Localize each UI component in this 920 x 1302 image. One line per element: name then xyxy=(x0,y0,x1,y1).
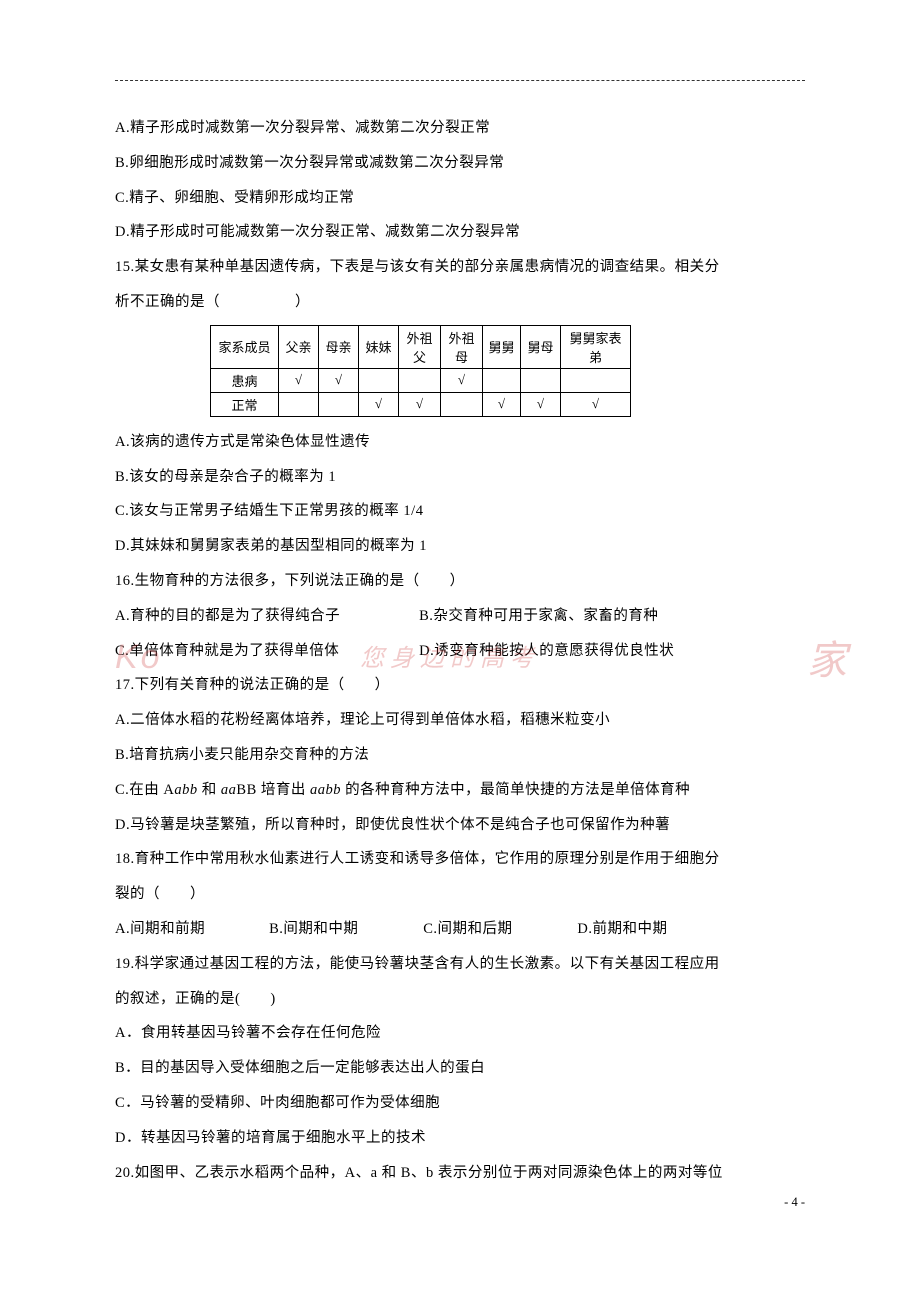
cell xyxy=(359,368,399,392)
row-label-normal: 正常 xyxy=(211,392,279,416)
q17c-i3: aabb xyxy=(310,782,341,798)
q17-option-a: A.二倍体水稻的花粉经离体培养，理论上可得到单倍体水稻，稻穗米粒变小 xyxy=(115,703,805,738)
q17c-p4: 的各种育种方法中，最简单快捷的方法是单倍体育种 xyxy=(341,782,690,798)
q17c-p1: C.在由 A xyxy=(115,782,174,798)
th-biaodi: 舅舅家表弟 xyxy=(561,325,631,368)
q18-option-b: B.间期和中期 xyxy=(269,912,419,947)
cell xyxy=(441,392,483,416)
q17c-i1: abb xyxy=(174,782,197,798)
q14-option-b: B.卵细胞形成时减数第一次分裂异常或减数第二次分裂异常 xyxy=(115,146,805,181)
q16-row2: C.单倍体育种就是为了获得单倍体 D.诱变育种能按人的意愿获得优良性状 xyxy=(115,634,805,669)
cell: √ xyxy=(319,368,359,392)
q18-options-row: A.间期和前期 B.间期和中期 C.间期和后期 D.前期和中期 xyxy=(115,912,805,947)
cell: √ xyxy=(483,392,521,416)
cell: √ xyxy=(279,368,319,392)
q17c-p2: 和 xyxy=(198,782,221,798)
th-waizufu: 外祖父 xyxy=(399,325,441,368)
cell: √ xyxy=(561,392,631,416)
cell: √ xyxy=(359,392,399,416)
q17-option-d: D.马铃薯是块茎繁殖，所以育种时，即使优良性状个体不是纯合子也可保留作为种薯 xyxy=(115,808,805,843)
q15-option-c: C.该女与正常男子结婚生下正常男孩的概率 1/4 xyxy=(115,494,805,529)
cell xyxy=(483,368,521,392)
th-father: 父亲 xyxy=(279,325,319,368)
watermark-right: 家 xyxy=(807,628,850,686)
q15-option-d: D.其妹妹和舅舅家表弟的基因型相同的概率为 1 xyxy=(115,529,805,564)
cell xyxy=(561,368,631,392)
cell xyxy=(521,368,561,392)
cell xyxy=(279,392,319,416)
q15-option-b: B.该女的母亲是杂合子的概率为 1 xyxy=(115,460,805,495)
pedigree-table-container: 家系成员 父亲 母亲 妹妹 外祖父 外祖母 舅舅 舅母 舅舅家表弟 患病 √ √… xyxy=(210,325,805,417)
document-page: Ko 您身边的高考 家 A.精子形成时减数第一次分裂异常、减数第二次分裂正常 B… xyxy=(0,0,920,1250)
q19-stem-line1: 19.科学家通过基因工程的方法，能使马铃薯块茎含有人的生长激素。以下有关基因工程… xyxy=(115,947,805,982)
q17c-p3: BB 培育出 xyxy=(236,782,310,798)
table-row-sick: 患病 √ √ √ xyxy=(211,368,631,392)
cell: √ xyxy=(441,368,483,392)
q16-option-a: A.育种的目的都是为了获得纯合子 xyxy=(115,599,415,634)
q16-row1: A.育种的目的都是为了获得纯合子 B.杂交育种可用于家禽、家畜的育种 xyxy=(115,599,805,634)
q19-option-d: D．转基因马铃薯的培育属于细胞水平上的技术 xyxy=(115,1121,805,1156)
q17c-i2: aa xyxy=(221,782,237,798)
q19-option-c: C．马铃薯的受精卵、叶肉细胞都可作为受体细胞 xyxy=(115,1086,805,1121)
q15-option-a: A.该病的遗传方式是常染色体显性遗传 xyxy=(115,425,805,460)
cell: √ xyxy=(521,392,561,416)
q17-option-b: B.培育抗病小麦只能用杂交育种的方法 xyxy=(115,738,805,773)
th-member: 家系成员 xyxy=(211,325,279,368)
cell: √ xyxy=(399,392,441,416)
q20-stem: 20.如图甲、乙表示水稻两个品种，A、a 和 B、b 表示分别位于两对同源染色体… xyxy=(115,1156,805,1191)
q18-option-a: A.间期和前期 xyxy=(115,912,265,947)
cell xyxy=(319,392,359,416)
th-waizumu: 外祖母 xyxy=(441,325,483,368)
q18-option-c: C.间期和后期 xyxy=(423,912,573,947)
row-label-sick: 患病 xyxy=(211,368,279,392)
q18-stem-line2: 裂的（ ） xyxy=(115,877,805,912)
page-number: - 4 - xyxy=(784,1195,805,1210)
q15-stem-line1: 15.某女患有某种单基因遗传病，下表是与该女有关的部分亲属患病情况的调查结果。相… xyxy=(115,250,805,285)
q19-option-b: B．目的基因导入受体细胞之后一定能够表达出人的蛋白 xyxy=(115,1051,805,1086)
q16-option-d: D.诱变育种能按人的意愿获得优良性状 xyxy=(419,634,719,669)
q19-stem-line2: 的叙述，正确的是( ) xyxy=(115,982,805,1017)
pedigree-table: 家系成员 父亲 母亲 妹妹 外祖父 外祖母 舅舅 舅母 舅舅家表弟 患病 √ √… xyxy=(210,325,631,417)
th-mother: 母亲 xyxy=(319,325,359,368)
q17-option-c: C.在由 Aabb 和 aaBB 培育出 aabb 的各种育种方法中，最简单快捷… xyxy=(115,773,805,808)
table-header-row: 家系成员 父亲 母亲 妹妹 外祖父 外祖母 舅舅 舅母 舅舅家表弟 xyxy=(211,325,631,368)
q16-option-b: B.杂交育种可用于家禽、家畜的育种 xyxy=(419,599,719,634)
q17-stem: 17.下列有关育种的说法正确的是（ ） xyxy=(115,668,805,703)
q18-stem-line1: 18.育种工作中常用秋水仙素进行人工诱变和诱导多倍体，它作用的原理分别是作用于细… xyxy=(115,842,805,877)
q14-option-a: A.精子形成时减数第一次分裂异常、减数第二次分裂正常 xyxy=(115,111,805,146)
th-meimei: 妹妹 xyxy=(359,325,399,368)
q18-option-d: D.前期和中期 xyxy=(577,912,727,947)
q14-option-d: D.精子形成时可能减数第一次分裂正常、减数第二次分裂异常 xyxy=(115,215,805,250)
table-row-normal: 正常 √ √ √ √ √ xyxy=(211,392,631,416)
q19-option-a: A．食用转基因马铃薯不会存在任何危险 xyxy=(115,1016,805,1051)
q16-option-c: C.单倍体育种就是为了获得单倍体 xyxy=(115,634,415,669)
q15-stem-line2: 析不正确的是（ ） xyxy=(115,285,805,320)
header-divider xyxy=(115,80,805,81)
q14-option-c: C.精子、卵细胞、受精卵形成均正常 xyxy=(115,181,805,216)
cell xyxy=(399,368,441,392)
th-jiumu: 舅母 xyxy=(521,325,561,368)
th-jiujiu: 舅舅 xyxy=(483,325,521,368)
q16-stem: 16.生物育种的方法很多，下列说法正确的是（ ） xyxy=(115,564,805,599)
